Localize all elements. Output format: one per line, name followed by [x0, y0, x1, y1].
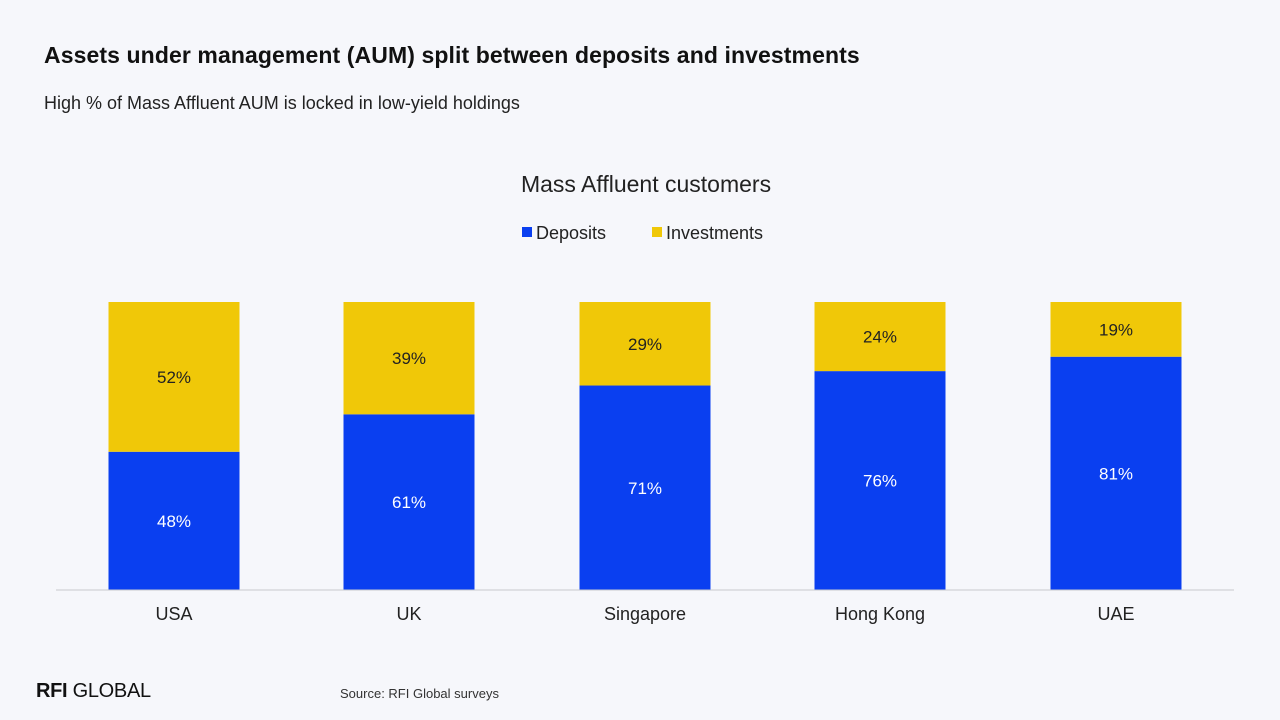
chart-title: Mass Affluent customers	[521, 171, 771, 197]
data-label-investments-usa: 52%	[157, 368, 191, 387]
category-label-uae: UAE	[1097, 604, 1134, 624]
data-label-deposits-uae: 81%	[1099, 464, 1133, 483]
bars-group: 48% 52% 61% 39% 71% 29% 76% 24% 81% 19%	[108, 302, 1182, 590]
data-label-deposits-hong-kong: 76%	[863, 472, 897, 491]
legend-swatch-investments	[652, 227, 662, 237]
data-label-investments-singapore: 29%	[628, 335, 662, 354]
legend-label-investments: Investments	[666, 223, 763, 243]
logo-text: GLOBAL	[72, 680, 152, 702]
bar-deposits-usa	[108, 451, 240, 590]
legend-swatch-deposits	[522, 227, 532, 237]
chart-legend: Deposits Investments	[522, 223, 763, 243]
bar-deposits-uk	[343, 414, 475, 590]
category-label-hong-kong: Hong Kong	[835, 604, 925, 624]
data-label-investments-uk: 39%	[392, 349, 426, 368]
data-label-deposits-usa: 48%	[157, 512, 191, 531]
page-subtitle: High % of Mass Affluent AUM is locked in…	[44, 93, 520, 113]
data-label-deposits-singapore: 71%	[628, 479, 662, 498]
source-note: Source: RFI Global surveys	[340, 686, 499, 701]
bar-investments-usa	[108, 302, 240, 452]
bar-investments-hong-kong	[814, 302, 946, 372]
legend-label-deposits: Deposits	[536, 223, 606, 243]
category-label-usa: USA	[155, 604, 192, 624]
data-label-investments-uae: 19%	[1099, 320, 1133, 339]
category-labels: USA UK Singapore Hong Kong UAE	[155, 604, 1134, 624]
data-label-deposits-uk: 61%	[392, 493, 426, 512]
bar-deposits-uae	[1050, 356, 1182, 590]
page-title: Assets under management (AUM) split betw…	[44, 42, 860, 68]
bar-investments-uae	[1050, 302, 1182, 357]
bar-investments-uk	[343, 302, 475, 415]
bar-deposits-hong-kong	[814, 371, 946, 590]
logo-text-bold: RFI	[36, 680, 68, 702]
category-label-singapore: Singapore	[604, 604, 686, 624]
category-label-uk: UK	[396, 604, 421, 624]
bar-deposits-singapore	[579, 385, 711, 590]
data-label-investments-hong-kong: 24%	[863, 328, 897, 347]
rfi-global-logo: RFI GLOBAL	[36, 680, 151, 703]
bar-investments-singapore	[579, 302, 711, 386]
